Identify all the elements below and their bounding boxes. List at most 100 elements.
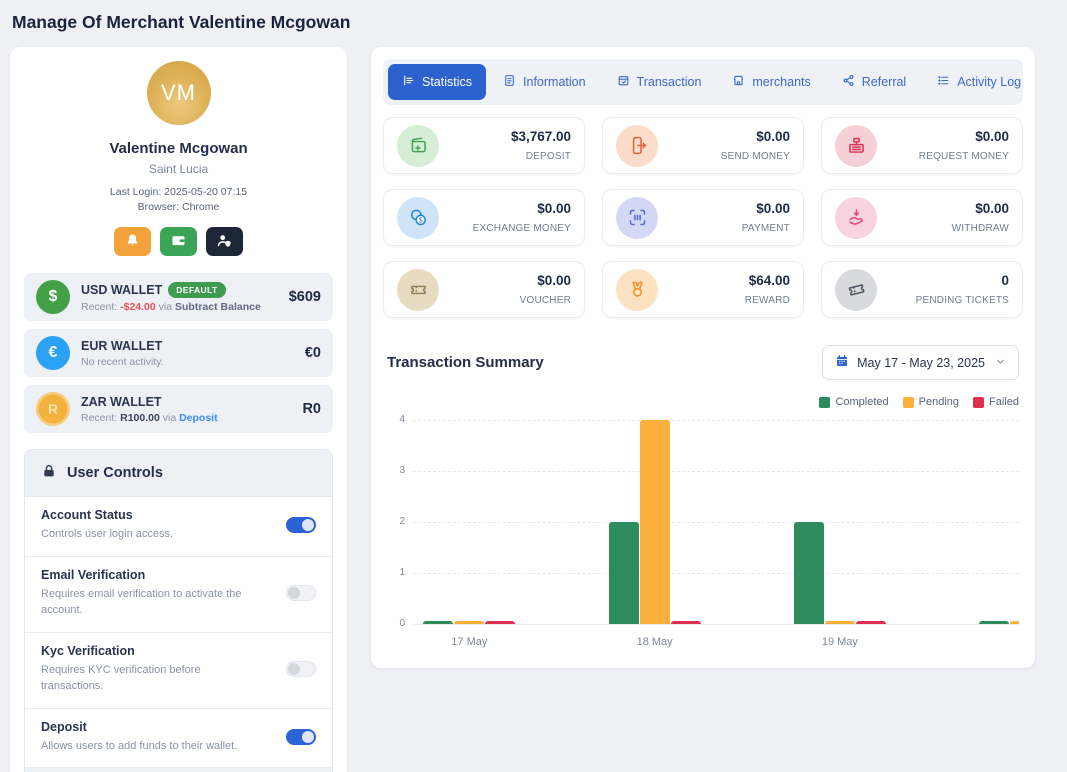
wallet-name: EUR WALLET <box>81 338 163 353</box>
hand-withdraw-icon <box>835 196 877 239</box>
wallet-button[interactable] <box>160 227 197 256</box>
wallet-row-usd: $ USD WALLET DEFAULT Recent: -$24.00 via… <box>24 273 333 321</box>
bar-failed-17 May <box>485 621 516 624</box>
gridline <box>413 471 1019 472</box>
user-controls-footer <box>25 768 332 772</box>
bar-pending-18 May <box>639 420 670 624</box>
wallet-plus-icon <box>397 124 439 167</box>
profile-actions <box>26 227 331 256</box>
stat-card-withdraw: $0.00 WITHDRAW <box>821 189 1023 246</box>
stats-grid: $3,767.00 DEPOSIT $0.00 SEND MONEY $0.00 RE… <box>383 117 1023 318</box>
ticket-icon <box>397 268 439 311</box>
bar-failed-19 May <box>855 621 886 624</box>
wallet-balance: $609 <box>288 289 321 305</box>
stat-card-request-money: $0.00 REQUEST MONEY <box>821 117 1023 174</box>
cash-register-icon <box>835 124 877 167</box>
zar-coin-icon: R <box>36 392 70 426</box>
wallet-recent: Recent: -$24.00 via Subtract Balance <box>81 300 261 313</box>
deposit-link[interactable]: Deposit <box>179 411 218 424</box>
bar-completed-17 May <box>423 621 454 624</box>
summary-title: Transaction Summary <box>387 354 544 371</box>
wallet-icon <box>170 232 187 252</box>
last-login: Last Login: 2025-05-20 07:15 <box>109 186 248 198</box>
failed-swatch <box>973 396 985 408</box>
storefront-icon <box>732 74 745 90</box>
gridline <box>413 624 1019 625</box>
wallet-recent: No recent activity. <box>81 355 164 368</box>
security-button[interactable] <box>206 227 243 256</box>
phone-arrow-icon <box>616 124 658 167</box>
avatar: VM <box>146 61 211 125</box>
chevron-down-icon <box>995 356 1006 370</box>
kyc-verification-toggle[interactable] <box>286 661 316 677</box>
wallet-name: USD WALLET <box>81 282 163 297</box>
bar-completed-19 May <box>793 522 824 624</box>
notifications-button[interactable] <box>114 227 151 256</box>
control-row-email-verification: Email Verification Requires email verifi… <box>25 557 332 633</box>
share-nodes-icon <box>842 74 855 90</box>
chart-lines-icon <box>402 74 415 90</box>
tab-activity-log[interactable]: Activity Log <box>923 64 1035 100</box>
gridline <box>413 420 1019 421</box>
stat-card-payment: $0.00 PAYMENT <box>602 189 804 246</box>
legend-item-pending[interactable]: Pending <box>902 396 959 408</box>
tab-referral[interactable]: Referral <box>828 64 920 100</box>
x-axis-tick: 17 May <box>451 636 488 648</box>
user-controls-header: User Controls <box>25 450 332 497</box>
tab-bar: Statistics Information Transaction merch… <box>383 59 1023 105</box>
date-range-picker[interactable]: May 17 - May 23, 2025 <box>822 345 1019 380</box>
wallet-row-eur: € EUR WALLET No recent activity. €0 <box>24 329 333 377</box>
transaction-chart: 0 1 2 3 4 17 May 18 May 19 May <box>387 412 1019 650</box>
medal-icon <box>616 268 658 311</box>
merchant-name: Valentine Mcgowan <box>109 140 248 157</box>
svg-text:$: $ <box>418 217 422 224</box>
bar-pending-19 May <box>824 621 855 624</box>
merchant-location: Saint Lucia <box>148 162 209 176</box>
gridline <box>413 573 1019 574</box>
user-shield-icon <box>216 232 233 252</box>
bar-pending-17 May <box>454 621 485 624</box>
pending-swatch <box>902 396 914 408</box>
account-status-toggle[interactable] <box>286 517 316 534</box>
control-row-account-status: Account Status Controls user login acces… <box>25 497 332 557</box>
deposit-toggle[interactable] <box>286 728 316 745</box>
profile-section: VM Valentine Mcgowan Saint Lucia Last Lo… <box>10 47 347 256</box>
x-axis-tick: 18 May <box>636 636 673 648</box>
stat-card-reward: $64.00 REWARD <box>602 261 804 318</box>
y-axis-tick: 4 <box>399 414 405 425</box>
tab-merchants[interactable]: merchants <box>718 64 824 100</box>
stat-label: DEPOSIT <box>525 150 571 162</box>
stat-card-voucher: $0.00 VOUCHER <box>383 261 585 318</box>
coins-icon: $ <box>397 196 439 239</box>
y-axis-tick: 0 <box>399 618 405 629</box>
wallet-list: $ USD WALLET DEFAULT Recent: -$24.00 via… <box>24 273 333 433</box>
browser-info: Browser: Chrome <box>137 201 220 213</box>
details-card: Statistics Information Transaction merch… <box>371 47 1035 668</box>
gridline <box>413 522 1019 523</box>
control-row-kyc-verification: Kyc Verification Requires KYC verificati… <box>25 633 332 709</box>
legend-item-completed[interactable]: Completed <box>819 396 889 408</box>
control-row-deposit: Deposit Allows users to add funds to the… <box>25 709 332 768</box>
bell-icon <box>124 232 141 252</box>
file-text-icon <box>503 74 516 90</box>
stat-amount: $3,767.00 <box>510 128 571 144</box>
legend-item-failed[interactable]: Failed <box>973 396 1019 408</box>
summary-header: Transaction Summary May 17 - May 23, 202… <box>387 345 1019 380</box>
tab-information[interactable]: Information <box>489 64 600 100</box>
wallet-recent: Recent: R100.00 via Deposit <box>81 411 218 424</box>
email-verification-toggle[interactable] <box>286 585 316 601</box>
stat-card-exchange-money: $ $0.00 EXCHANGE MONEY <box>383 189 585 246</box>
stat-card-deposit: $3,767.00 DEPOSIT <box>383 117 585 174</box>
completed-swatch <box>819 396 831 408</box>
tab-transaction[interactable]: Transaction <box>603 64 716 100</box>
tab-statistics[interactable]: Statistics <box>388 64 487 100</box>
y-axis-tick: 2 <box>399 516 405 527</box>
chart-legend: Completed Pending Failed <box>387 396 1019 408</box>
bar-completed-clipped <box>979 621 1010 624</box>
y-axis-tick: 1 <box>399 567 405 578</box>
bar-completed-18 May <box>608 522 639 624</box>
bar-pending-clipped <box>1010 621 1019 624</box>
eur-coin-icon: € <box>36 336 70 370</box>
x-axis-tick: 19 May <box>821 636 858 648</box>
